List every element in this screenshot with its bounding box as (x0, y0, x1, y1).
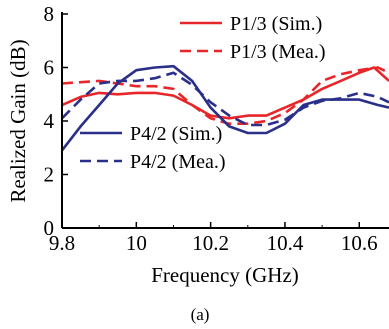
x-tick-label-1: 10 (126, 231, 147, 255)
x-tick-label-3: 10.4 (267, 231, 304, 255)
legend: P1/3 (Sim.) P1/3 (Mea.) P4/2 (Sim.) P4/2 (M… (80, 13, 326, 173)
y-tick-label-4: 8 (44, 2, 55, 26)
legend-label-1: P1/3 (Mea.) (230, 41, 326, 63)
y-tick-label-0: 0 (44, 216, 55, 240)
x-tick-label-4: 10.6 (341, 231, 378, 255)
y-axis-label: Realized Gain (dB) (6, 39, 30, 202)
y-tick-label-2: 4 (44, 109, 55, 133)
axes (61, 12, 389, 229)
y-tick-label-3: 6 (44, 56, 55, 80)
x-tick-label-0: 9.8 (49, 231, 75, 255)
y-tick-label-1: 2 (44, 163, 55, 187)
series-line-3 (62, 71, 389, 127)
x-axis-label: Frequency (GHz) (151, 263, 299, 287)
figure-caption: (a) (191, 305, 210, 324)
legend-label-0: P1/3 (Sim.) (230, 13, 322, 35)
series-layer (62, 64, 389, 152)
x-tick-label-2: 10.2 (192, 231, 229, 255)
series-line-0 (62, 66, 389, 120)
series-line-2 (62, 64, 389, 152)
legend-label-3: P4/2 (Mea.) (130, 151, 226, 173)
legend-label-2: P4/2 (Sim.) (130, 123, 222, 145)
tick-labels: 9.8 10 10.2 10.4 10.6 0 2 4 6 8 (44, 2, 378, 255)
series-line-1 (62, 66, 389, 125)
y-axis-label-group: Realized Gain (dB) (6, 39, 30, 202)
